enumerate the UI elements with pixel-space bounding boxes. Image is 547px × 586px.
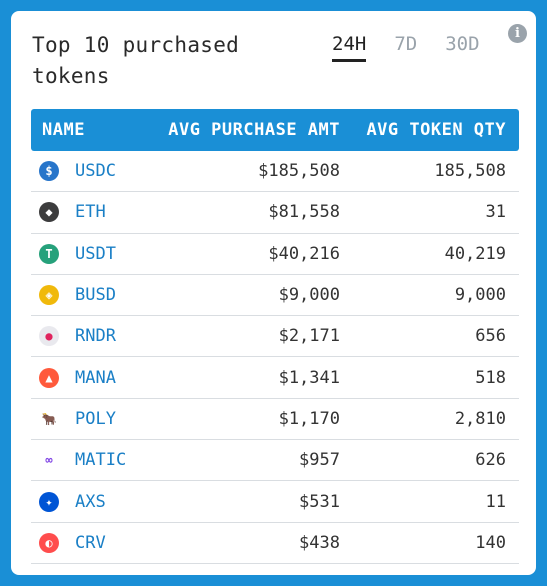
table-row[interactable]: ● RNDR $2,171 656 xyxy=(31,316,519,358)
avg-purchase-amt-cell: $438 xyxy=(299,532,340,553)
usdt-icon: T xyxy=(39,243,59,264)
table-body: $ USDC $185,508 185,508 ◆ ETH $81,558 31 T USDT $4… xyxy=(31,151,519,564)
avg-token-qty-cell: 140 xyxy=(475,532,506,553)
rndr-icon: ● xyxy=(39,326,59,347)
avg-purchase-amt-cell: $957 xyxy=(299,450,340,471)
poly-icon: 🐂 xyxy=(39,408,59,429)
table-row[interactable]: ◈ BUSD $9,000 9,000 xyxy=(31,275,519,317)
token-name-cell: ∞ MATIC xyxy=(31,450,141,471)
token-name-cell: ▲ MANA xyxy=(31,367,141,388)
eth-icon: ◆ xyxy=(39,202,59,223)
mana-icon: ▲ xyxy=(39,367,59,388)
header-name[interactable]: NAME xyxy=(42,120,85,140)
info-icon[interactable]: i xyxy=(508,24,527,43)
tab-7d[interactable]: 7D xyxy=(394,33,418,55)
token-symbol[interactable]: BUSD xyxy=(75,285,116,306)
table-row[interactable]: ▲ MANA $1,341 518 xyxy=(31,357,519,399)
token-symbol[interactable]: AXS xyxy=(75,491,106,512)
time-tabs: 24H 7D 30D xyxy=(332,33,508,62)
axs-icon: ✦ xyxy=(39,491,59,512)
token-symbol[interactable]: RNDR xyxy=(75,326,116,347)
avg-token-qty-cell: 40,219 xyxy=(444,243,506,264)
avg-token-qty-cell: 626 xyxy=(475,450,506,471)
token-symbol[interactable]: CRV xyxy=(75,532,106,553)
token-symbol[interactable]: USDC xyxy=(75,161,116,182)
header-avg-token-qty[interactable]: AVG TOKEN QTY xyxy=(366,120,506,140)
token-name-cell: $ USDC xyxy=(31,161,141,182)
token-symbol[interactable]: ETH xyxy=(75,202,106,223)
matic-icon: ∞ xyxy=(39,450,59,471)
avg-token-qty-cell: 11 xyxy=(485,491,506,512)
token-name-cell: T USDT xyxy=(31,243,141,264)
avg-purchase-amt-cell: $2,171 xyxy=(278,326,340,347)
token-name-cell: ✦ AXS xyxy=(31,491,141,512)
table-header: NAME AVG PURCHASE AMT AVG TOKEN QTY xyxy=(31,109,519,151)
token-symbol[interactable]: MATIC xyxy=(75,450,127,471)
crv-icon: ◐ xyxy=(39,532,59,553)
table-row[interactable]: ◆ ETH $81,558 31 xyxy=(31,192,519,234)
table-row[interactable]: ∞ MATIC $957 626 xyxy=(31,440,519,482)
avg-token-qty-cell: 656 xyxy=(475,326,506,347)
table-row[interactable]: 🐂 POLY $1,170 2,810 xyxy=(31,399,519,441)
avg-purchase-amt-cell: $1,170 xyxy=(278,408,340,429)
usdc-icon: $ xyxy=(39,161,59,182)
tab-30d[interactable]: 30D xyxy=(445,33,480,55)
token-name-cell: ◆ ETH xyxy=(31,202,141,223)
token-name-cell: ◈ BUSD xyxy=(31,285,141,306)
table-row[interactable]: T USDT $40,216 40,219 xyxy=(31,234,519,275)
avg-token-qty-cell: 2,810 xyxy=(454,408,506,429)
token-name-cell: ● RNDR xyxy=(31,326,141,347)
avg-purchase-amt-cell: $40,216 xyxy=(268,243,340,264)
tokens-table: NAME AVG PURCHASE AMT AVG TOKEN QTY $ USD… xyxy=(31,109,519,564)
busd-icon: ◈ xyxy=(39,285,59,306)
avg-token-qty-cell: 518 xyxy=(475,367,506,388)
token-card: Top 10 purchased tokens 24H 7D 30D i NAM… xyxy=(11,11,536,575)
token-symbol[interactable]: USDT xyxy=(75,243,116,264)
avg-purchase-amt-cell: $9,000 xyxy=(278,285,340,306)
avg-purchase-amt-cell: $185,508 xyxy=(258,161,340,182)
token-name-cell: ◐ CRV xyxy=(31,532,141,553)
table-row[interactable]: $ USDC $185,508 185,508 xyxy=(31,151,519,193)
avg-purchase-amt-cell: $1,341 xyxy=(278,367,340,388)
avg-token-qty-cell: 31 xyxy=(485,202,506,223)
avg-purchase-amt-cell: $531 xyxy=(299,491,340,512)
avg-token-qty-cell: 9,000 xyxy=(454,285,506,306)
header-avg-purchase-amt[interactable]: AVG PURCHASE AMT xyxy=(168,120,340,140)
table-row[interactable]: ✦ AXS $531 11 xyxy=(31,481,519,523)
token-name-cell: 🐂 POLY xyxy=(31,408,141,429)
tab-24h[interactable]: 24H xyxy=(332,33,367,62)
avg-token-qty-cell: 185,508 xyxy=(434,161,506,182)
token-symbol[interactable]: MANA xyxy=(75,367,116,388)
token-symbol[interactable]: POLY xyxy=(75,408,116,429)
card-title: Top 10 purchased tokens xyxy=(32,33,240,88)
table-row[interactable]: ◐ CRV $438 140 xyxy=(31,523,519,564)
avg-purchase-amt-cell: $81,558 xyxy=(268,202,340,223)
